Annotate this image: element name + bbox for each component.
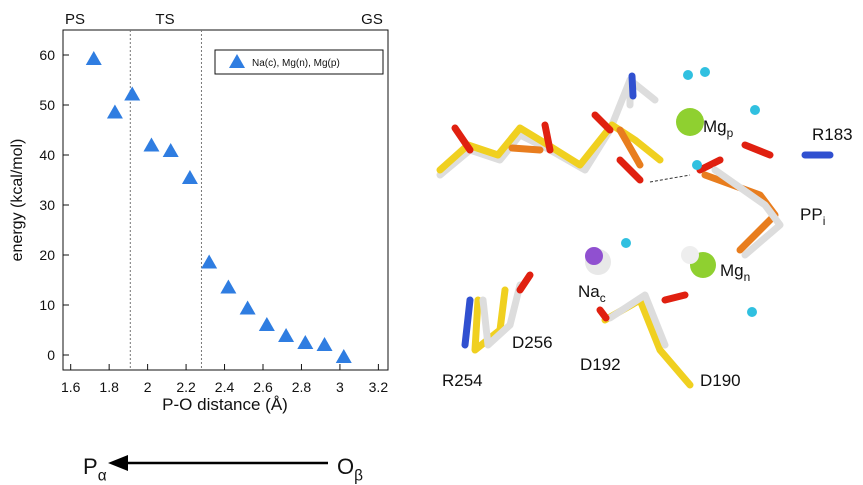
- marker: [259, 317, 275, 331]
- region-label: TS: [155, 11, 174, 28]
- label-sub: p: [727, 126, 734, 140]
- legend-label: Na(c), Mg(n), Mg(p): [252, 58, 340, 69]
- x-tick-label: 3.2: [369, 379, 389, 395]
- marker: [278, 328, 294, 342]
- x-tick-label: 2.8: [292, 379, 312, 395]
- marker: [240, 301, 256, 315]
- label-main: P: [83, 454, 98, 479]
- label-main: R183: [812, 125, 853, 144]
- label-main: Na: [578, 282, 600, 301]
- structure-label: Mgp: [703, 117, 734, 140]
- arrow-left-label: Pα: [83, 454, 107, 485]
- marker: [163, 143, 179, 157]
- label-sub: i: [823, 214, 826, 228]
- marker: [143, 138, 159, 152]
- region-label: PS: [65, 11, 85, 28]
- label-sub: n: [744, 270, 751, 284]
- label-sub: α: [98, 468, 107, 485]
- x-tick-label: 1.6: [61, 379, 81, 395]
- molecule: [440, 67, 830, 385]
- arrow-head: [108, 455, 128, 471]
- label-main: PP: [800, 205, 823, 224]
- structure-label: R183: [812, 125, 853, 144]
- label-main: Mg: [720, 261, 744, 280]
- structure-label: Mgn: [720, 261, 750, 284]
- marker: [107, 105, 123, 119]
- marker: [124, 87, 140, 101]
- structure-label: PPi: [800, 205, 825, 228]
- label-sub: c: [600, 291, 606, 305]
- arrow-right-label: Oβ: [337, 454, 363, 485]
- y-axis-label: energy (kcal/mol): [9, 139, 26, 262]
- marker: [297, 335, 313, 349]
- marker: [336, 349, 352, 363]
- y-tick-label: 50: [39, 97, 55, 113]
- structure-label: R254: [442, 371, 483, 390]
- x-tick-label: 2.4: [215, 379, 235, 395]
- y-tick-label: 0: [47, 347, 55, 363]
- structure-label: D256: [512, 333, 553, 352]
- region-label: GS: [361, 11, 383, 28]
- x-tick-label: 2: [144, 379, 152, 395]
- label-main: Mg: [703, 117, 727, 136]
- y-tick-label: 60: [39, 47, 55, 63]
- x-tick-label: 2.6: [253, 379, 273, 395]
- label-main: R254: [442, 371, 483, 390]
- marker: [317, 337, 333, 351]
- structure-label: D192: [580, 355, 621, 374]
- y-tick-label: 40: [39, 147, 55, 163]
- plot-frame: [63, 30, 388, 370]
- label-main: D256: [512, 333, 553, 352]
- x-tick-label: 3: [336, 379, 344, 395]
- label-sub: β: [354, 468, 363, 485]
- figure: P-O distance (Å) energy (kcal/mol) 1.6 1.…: [0, 0, 863, 485]
- marker: [86, 51, 102, 65]
- x-tick-label: 1.8: [99, 379, 119, 395]
- y-tick-label: 20: [39, 247, 55, 263]
- label-main: D190: [700, 371, 741, 390]
- label-main: D192: [580, 355, 621, 374]
- marker: [201, 255, 217, 269]
- x-tick-label: 2.2: [176, 379, 196, 395]
- structure-label: Nac: [578, 282, 606, 305]
- marker: [182, 170, 198, 184]
- label-main: O: [337, 454, 354, 479]
- y-tick-label: 30: [39, 197, 55, 213]
- structure-label: D190: [700, 371, 741, 390]
- y-tick-label: 10: [39, 297, 55, 313]
- x-axis-label: P-O distance (Å): [162, 395, 288, 414]
- marker: [220, 280, 236, 294]
